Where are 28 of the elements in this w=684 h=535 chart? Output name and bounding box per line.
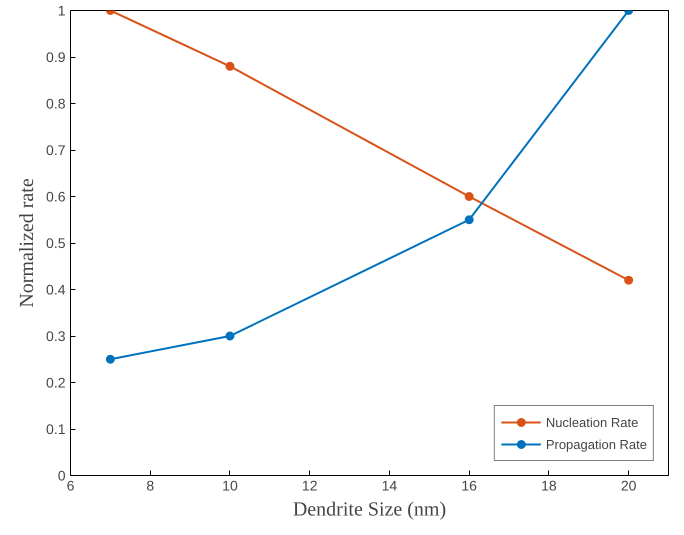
x-tick-label: 10 [222,478,238,494]
x-tick-label: 12 [302,478,318,494]
y-tick-label: 1 [58,2,66,18]
legend-label: Propagation Rate [546,436,647,452]
y-tick-label: 0.6 [46,188,66,204]
y-tick-label: 0.4 [46,282,66,298]
x-tick-label: 14 [382,478,398,494]
point [106,354,115,364]
x-tick-label: 6 [66,478,75,494]
x-tick-label: 18 [541,478,557,494]
y-axis-title: Normalized rate [16,178,38,308]
point [464,192,474,201]
point [464,215,474,224]
y-tick-label: 0.1 [46,421,66,437]
y-tick-label: 0 [58,468,66,484]
x-tick-label: 20 [620,478,637,494]
y-tick-label: 0.7 [46,142,66,158]
y-tick-label: 0.3 [46,328,66,344]
point [624,276,634,285]
legend-label: Nucleation Rate [546,414,638,430]
x-tick-label: 8 [146,478,154,494]
y-tick-label: 0.8 [46,96,66,112]
x-axis-title: Dendrite Size (nm) [292,498,446,520]
y-tick-label: 0.5 [46,235,66,251]
y-tick-label: 0.2 [46,374,66,390]
x-tick-label: 16 [461,478,478,494]
point [225,332,234,340]
y-tick-label: 0.9 [46,49,66,65]
